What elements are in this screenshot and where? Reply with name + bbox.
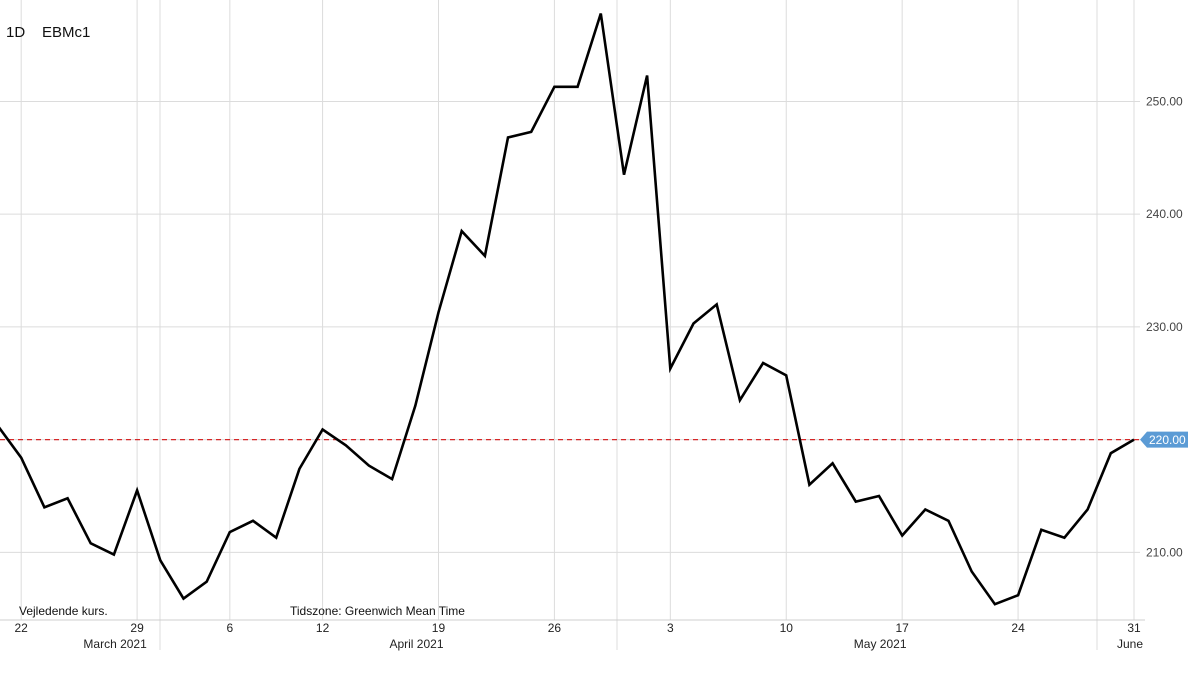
y-axis: 210.00 230.00 240.00 250.00 [1146, 94, 1183, 559]
interval-label[interactable]: 1D [6, 24, 26, 41]
x-axis: 22 29 6 12 19 26 3 10 17 24 31 [15, 621, 1141, 635]
symbol-label[interactable]: EBMc1 [42, 24, 91, 41]
x-tick-label: 31 [1127, 621, 1141, 635]
month-label: March 2021 [83, 637, 147, 651]
x-tick-label: 26 [548, 621, 562, 635]
month-label: May 2021 [854, 637, 907, 651]
y-tick-label: 230.00 [1146, 320, 1183, 334]
x-tick-label: 17 [895, 621, 909, 635]
x-tick-label: 24 [1011, 621, 1025, 635]
x-tick-label: 3 [667, 621, 674, 635]
x-tick-label: 10 [780, 621, 794, 635]
month-label: June [1117, 637, 1143, 651]
y-tick-label: 250.00 [1146, 94, 1183, 108]
x-tick-label: 22 [15, 621, 29, 635]
last-price-badge [1140, 431, 1188, 448]
price-line [0, 13, 1135, 606]
x-tick-label: 29 [130, 621, 144, 635]
x-tick-label: 19 [432, 621, 446, 635]
month-axis: March 2021 April 2021 May 2021 June [83, 637, 1143, 651]
y-tick-label: 210.00 [1146, 545, 1183, 559]
x-tick-label: 12 [316, 621, 330, 635]
x-tick-label: 6 [226, 621, 233, 635]
timezone-note: Tidszone: Greenwich Mean Time [290, 604, 465, 618]
last-price-label: 220.00 [1149, 433, 1186, 447]
series-layer [0, 13, 1135, 606]
month-label: April 2021 [389, 637, 443, 651]
reference-layer: 220.00 [0, 431, 1188, 448]
y-tick-label: 240.00 [1146, 207, 1183, 221]
grid-layer [0, 0, 1145, 650]
indicative-price-note: Vejledende kurs. [19, 604, 108, 618]
